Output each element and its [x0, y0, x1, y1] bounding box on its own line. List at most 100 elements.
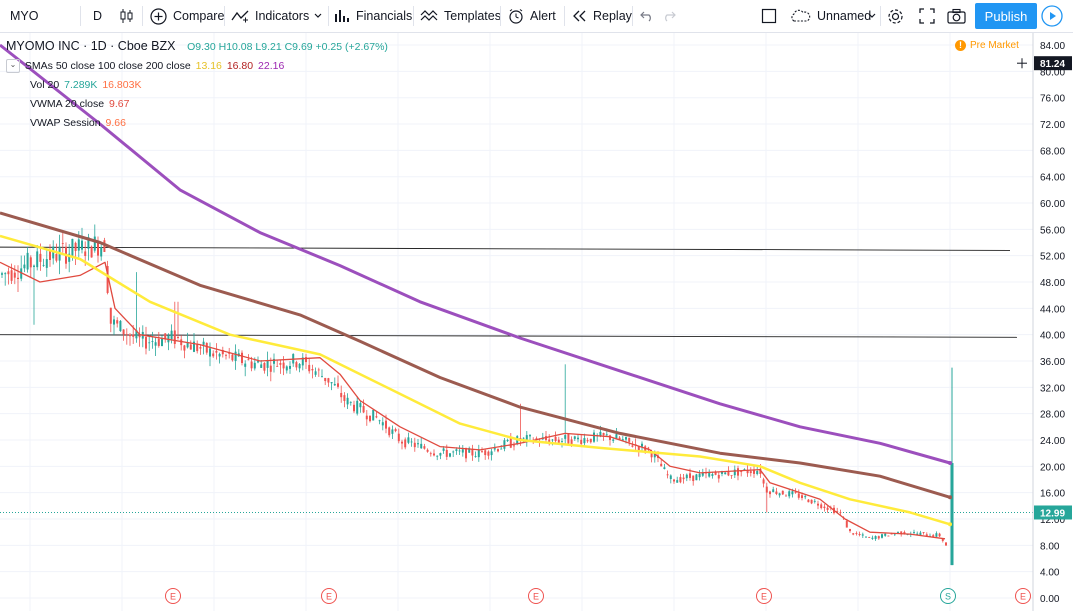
- candle-body: [884, 533, 887, 536]
- candle-body: [33, 265, 35, 267]
- video-button[interactable]: [1041, 5, 1063, 27]
- candle-body: [589, 438, 592, 443]
- tick-label: 36.00: [1040, 357, 1065, 368]
- candle-body: [388, 427, 391, 436]
- candle-body: [298, 363, 301, 369]
- candle-body: [77, 239, 80, 251]
- candle-body: [881, 534, 883, 538]
- candle-body: [266, 360, 269, 368]
- candle-body: [407, 437, 410, 443]
- candle-body: [455, 449, 458, 451]
- spike-body: [950, 463, 954, 566]
- collapse-icon[interactable]: ⌄: [6, 59, 20, 73]
- candle-body: [858, 534, 861, 536]
- price-axis[interactable]: 84.00 80.00 76.00 72.00 68.00 64.00 60.00 56.00…: [1017, 33, 1072, 611]
- fullscreen-button[interactable]: [919, 0, 935, 32]
- financials-button[interactable]: Financials: [334, 0, 412, 32]
- earnings-marker-label: E: [170, 592, 176, 602]
- candle-body: [263, 362, 266, 371]
- chart-area[interactable]: E E E E E S 84.00 80.00 76.00 72.00 68.00 64.00 60.…: [0, 33, 1073, 611]
- candle-body: [212, 353, 215, 357]
- compare-button[interactable]: Compare: [150, 0, 224, 32]
- candle-body: [938, 533, 941, 537]
- vwma-value: 9.67: [109, 98, 130, 110]
- pre-market-label: Pre Market: [970, 40, 1019, 51]
- candle-body: [45, 259, 48, 268]
- candle-body: [452, 451, 455, 453]
- candle-body: [650, 451, 653, 458]
- candle-body: [458, 450, 461, 452]
- templates-button[interactable]: Templates: [420, 0, 501, 32]
- event-markers[interactable]: E E E E ES: [165, 588, 1031, 604]
- candle-body: [343, 395, 346, 401]
- candle-body: [420, 443, 423, 449]
- horizontal-lines[interactable]: [0, 246, 1033, 513]
- sma-label: SMAs 50 close 100 close 200 close: [24, 59, 191, 72]
- candle-body: [708, 473, 711, 477]
- candle-body: [29, 257, 32, 268]
- select-layout-checkbox[interactable]: [761, 0, 777, 32]
- price-label: 12.99: [1040, 508, 1065, 519]
- pre-market-badge[interactable]: ! Pre Market: [955, 40, 1019, 51]
- indicators-dropdown[interactable]: [313, 0, 323, 32]
- layout-button[interactable]: Unnamed: [789, 0, 871, 32]
- symbol-search[interactable]: MYO: [10, 0, 38, 32]
- candle-body: [797, 493, 800, 498]
- candle-body: [753, 470, 755, 474]
- settings-button[interactable]: [887, 0, 904, 32]
- layout-dropdown[interactable]: [867, 0, 877, 32]
- divider: [413, 6, 414, 26]
- candle-body: [679, 477, 682, 483]
- tick-label: 0.00: [1040, 594, 1060, 605]
- replay-button[interactable]: Replay: [571, 0, 632, 32]
- vwma-legend[interactable]: VWMA 20 close 9.67: [30, 98, 131, 110]
- candle-body: [349, 401, 352, 403]
- candle-body: [23, 264, 26, 269]
- financials-label: Financials: [356, 9, 413, 23]
- candle-body: [295, 362, 298, 368]
- volume-legend[interactable]: Vol 20 7.289K 16.803K: [30, 79, 143, 91]
- sma200-line: [0, 43, 951, 465]
- indicators-icon: [231, 10, 249, 23]
- candle-body: [855, 533, 858, 534]
- candle-body: [372, 409, 375, 421]
- snapshot-button[interactable]: [947, 0, 966, 32]
- candle-body: [935, 533, 938, 537]
- candle-body: [772, 489, 775, 493]
- candle-body: [637, 446, 640, 451]
- divider: [80, 6, 81, 26]
- candle-body: [308, 364, 311, 372]
- grid: [0, 33, 1033, 611]
- undo-button[interactable]: [640, 0, 654, 32]
- candle-body: [135, 330, 138, 339]
- candle-body: [36, 251, 39, 268]
- price-chart[interactable]: E E E E E S 84.00 80.00 76.00 72.00 68.00 64.00 60.…: [0, 33, 1073, 611]
- candle-body: [695, 474, 698, 481]
- candle-body: [890, 533, 893, 535]
- candle-body: [381, 422, 384, 426]
- sma50-dot: [948, 522, 952, 527]
- candle-body: [922, 532, 925, 533]
- candle-body: [836, 510, 839, 512]
- publish-button[interactable]: Publish: [975, 3, 1037, 29]
- candles: [1, 224, 954, 598]
- interval-button[interactable]: D: [93, 0, 102, 32]
- alert-button[interactable]: Alert: [508, 0, 556, 32]
- candle-body: [477, 449, 480, 458]
- symbol-label[interactable]: MYO: [10, 9, 39, 23]
- candle-body: [874, 536, 877, 539]
- candle-body: [10, 270, 13, 281]
- candle-body: [721, 471, 723, 474]
- chart-type-button[interactable]: [119, 0, 135, 32]
- candle-body: [487, 451, 490, 456]
- redo-button[interactable]: [662, 0, 676, 32]
- candle-body: [551, 439, 554, 441]
- vwap-legend[interactable]: VWAP Session 9.66: [30, 117, 128, 129]
- sma-legend[interactable]: ⌄ SMAs 50 close 100 close 200 close 13.1…: [6, 59, 286, 73]
- earnings-marker: [528, 588, 544, 604]
- indicators-button[interactable]: Indicators: [231, 0, 309, 32]
- symbol-legend: MYOMO INC · 1D · Cboe BZX O9.30 H10.08 L…: [6, 38, 390, 53]
- candle-body: [173, 330, 176, 345]
- candle-body: [311, 369, 314, 371]
- candle-body: [567, 434, 570, 444]
